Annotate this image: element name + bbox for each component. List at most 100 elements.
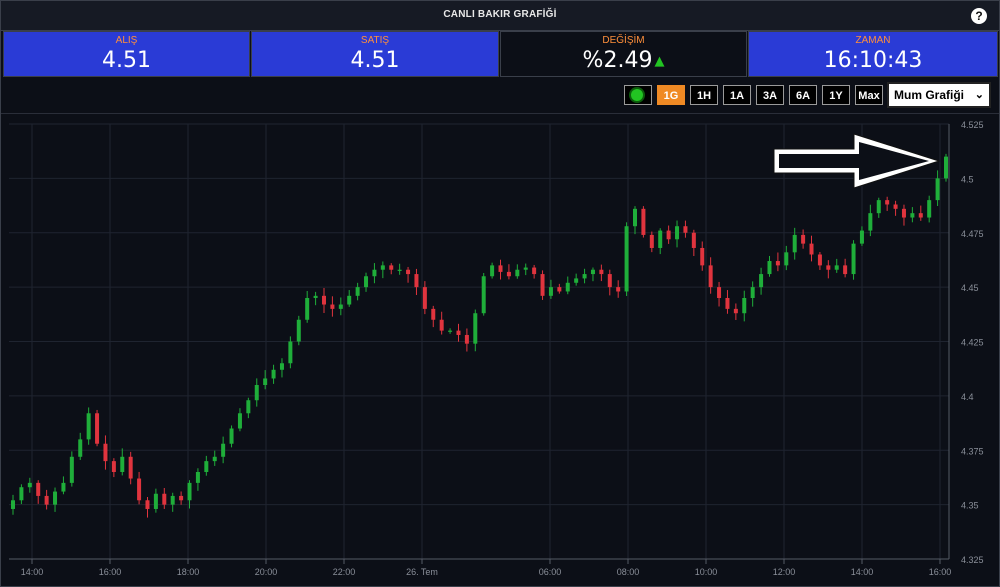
candle-body [305, 298, 310, 320]
x-tick-label: 14:00 [851, 567, 874, 577]
candle-body [389, 265, 394, 270]
candle-body [53, 491, 58, 505]
time-value: 16:10:43 [823, 48, 923, 73]
candle-body [792, 234, 797, 253]
candle-body [330, 304, 335, 309]
candle-body [574, 278, 579, 283]
candlestick-chart: 4.5254.54.4754.454.4254.44.3754.354.325 … [9, 120, 984, 577]
candle-body [649, 234, 654, 248]
candle-body [557, 287, 562, 292]
x-tick-label: 06:00 [539, 567, 562, 577]
change-box: DEĞİŞİM %2.49 ▲ [500, 31, 747, 77]
range-button-max[interactable]: Max [855, 85, 883, 105]
candle-body [162, 493, 167, 505]
candle-body [456, 330, 461, 335]
candle-body [683, 226, 688, 233]
candle-body [338, 304, 343, 309]
bid-value: 4.51 [102, 48, 151, 73]
candle-body [910, 213, 915, 218]
candle-body [767, 261, 772, 275]
range-button-1h[interactable]: 1H [690, 85, 718, 105]
candle-body [633, 208, 637, 227]
candle-body [590, 269, 595, 275]
candle-body [313, 295, 318, 298]
candle-body [944, 156, 948, 179]
candle-body [641, 208, 646, 235]
candle-body [532, 267, 537, 275]
x-tick-label: 16:00 [929, 567, 952, 577]
change-up-arrow-icon: ▲ [654, 54, 665, 69]
candle-body [927, 200, 932, 218]
range-button-1g[interactable]: 1G [657, 85, 685, 105]
candle-body [725, 298, 730, 309]
range-button-1y[interactable]: 1Y [822, 85, 850, 105]
live-toggle-button[interactable] [624, 85, 652, 105]
x-tick-label: 22:00 [333, 567, 356, 577]
candle-body [901, 208, 906, 218]
candle-body [322, 295, 326, 305]
candle-body [397, 269, 402, 271]
ask-box: SATIŞ 4.51 [251, 31, 499, 77]
x-axis: 14:00 16:00 18:00 20:00 22:00 26. Tem 06:00 08:… [9, 558, 952, 577]
candle-body [414, 274, 419, 288]
x-tick-label: 12:00 [773, 567, 796, 577]
candle-body [784, 252, 789, 266]
chart-type-select[interactable]: Mum Grafiği ⌄ [887, 82, 991, 108]
candle-body [473, 313, 478, 344]
x-tick-label: 18:00 [177, 567, 200, 577]
candle-body [599, 269, 604, 275]
range-button-6a[interactable]: 6A [789, 85, 817, 105]
candle-body [128, 456, 133, 479]
candle-body [918, 213, 923, 218]
change-value: %2.49 [582, 48, 653, 73]
x-tick-label: 14:00 [21, 567, 44, 577]
help-icon[interactable]: ? [971, 8, 987, 24]
ask-label: SATIŞ [360, 35, 390, 46]
candle-body [439, 319, 444, 331]
candle-body [700, 247, 705, 266]
candle-body [893, 204, 898, 209]
candle-body [859, 230, 864, 244]
y-tick-label: 4.45 [961, 283, 979, 293]
candle-body [876, 200, 881, 214]
candle-body [355, 287, 360, 296]
candle-body [742, 298, 747, 314]
pointer-arrow-inner [779, 142, 929, 180]
candle-body [448, 330, 453, 332]
candle-body [254, 385, 259, 401]
candle-body [490, 265, 495, 277]
candle-body [221, 443, 226, 457]
candle-body [868, 213, 873, 231]
candle-body [406, 269, 411, 275]
y-tick-label: 4.4 [961, 392, 974, 402]
chevron-down-icon: ⌄ [974, 89, 984, 101]
candle-body [229, 428, 234, 444]
candle-body [826, 265, 831, 270]
candle-body [607, 274, 612, 288]
y-tick-label: 4.325 [961, 555, 984, 565]
range-button-1a[interactable]: 1A [723, 85, 751, 105]
range-button-3a[interactable]: 3A [756, 85, 784, 105]
candle-body [187, 482, 192, 501]
chart-type-value: Mum Grafiği [894, 88, 965, 102]
y-tick-label: 4.425 [961, 338, 984, 348]
candle-body [843, 265, 848, 275]
candle-body [27, 482, 32, 488]
candle-body [717, 287, 722, 298]
quote-panel: ALIŞ 4.51 SATIŞ 4.51 DEĞİŞİM %2.49 ▲ ZAMA… [1, 31, 999, 77]
candle-body [624, 226, 629, 292]
candle-body [616, 287, 621, 292]
bid-label: ALIŞ [115, 35, 138, 46]
candle-body [750, 287, 755, 298]
candle-body [11, 500, 15, 509]
candle-body [170, 495, 175, 505]
candle-body [195, 472, 200, 483]
candle-body [666, 230, 671, 240]
y-tick-label: 4.525 [961, 120, 984, 130]
y-tick-label: 4.375 [961, 446, 984, 456]
candle-body [179, 495, 184, 501]
chart-toolbar: 1G 1H 1A 3A 6A 1Y Max Mum Grafiği ⌄ [1, 79, 999, 114]
candle-body [19, 487, 24, 501]
candle-body [817, 254, 822, 266]
candle-body [775, 261, 780, 266]
